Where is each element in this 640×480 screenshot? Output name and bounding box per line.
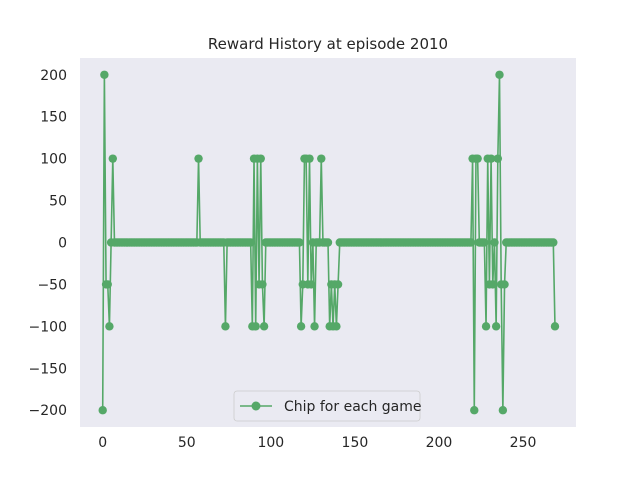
data-point [108,154,117,163]
y-tick-label: 150 [40,110,67,126]
data-point [470,406,479,415]
data-point [549,238,558,247]
y-tick-label: 50 [49,194,67,210]
data-point [317,154,326,163]
data-point [194,154,203,163]
data-point [296,322,306,331]
y-tick-label: 200 [40,68,67,84]
data-point [306,280,316,289]
x-tick-label: 50 [178,435,196,451]
y-tick-label: −100 [29,319,67,335]
y-tick-label: 0 [58,236,67,252]
data-point [498,406,508,415]
x-tick-label: 100 [257,435,284,451]
series-chip-for-each-game [98,70,560,415]
legend-marker-sample [251,401,261,411]
data-point [305,154,314,163]
y-tick-label: −150 [29,361,67,377]
data-point [491,322,501,331]
legend-label: Chip for each game [284,399,422,415]
data-point [550,322,560,331]
data-point [495,70,504,79]
data-point [98,406,107,415]
data-point [488,280,497,289]
x-tick-label: 250 [510,435,537,451]
x-tick-label: 200 [426,435,453,451]
data-point [466,238,476,247]
data-point [221,322,230,331]
data-point [310,322,319,331]
data-point [480,238,489,247]
data-point [333,280,343,289]
y-tick-label: 100 [40,152,67,168]
data-point [251,322,260,331]
x-tick-label: 0 [98,435,107,451]
series-markers [98,70,560,415]
data-point [100,70,109,79]
data-point [256,154,265,163]
data-point [258,280,267,289]
y-axis-ticks: 200 150 100 50 0 −50 −100 −150 −200 [29,68,67,419]
x-axis-ticks: 0 50 100 150 200 250 [98,435,536,451]
legend: Chip for each game [233,390,422,422]
data-point [490,238,499,247]
data-point [493,154,503,163]
data-point [259,322,269,331]
chart-title: Reward History at episode 2010 [208,35,448,53]
data-point [481,322,491,331]
data-point [332,322,341,331]
data-point [500,280,509,289]
y-tick-label: −200 [29,403,67,419]
y-tick-label: −50 [37,277,67,293]
data-point [103,280,112,289]
data-point [323,238,333,247]
data-point [105,322,114,331]
data-point [295,238,304,247]
data-point [486,154,496,163]
legend-box [233,390,421,422]
data-point [473,154,482,163]
data-point [246,238,255,247]
x-tick-label: 150 [342,435,369,451]
